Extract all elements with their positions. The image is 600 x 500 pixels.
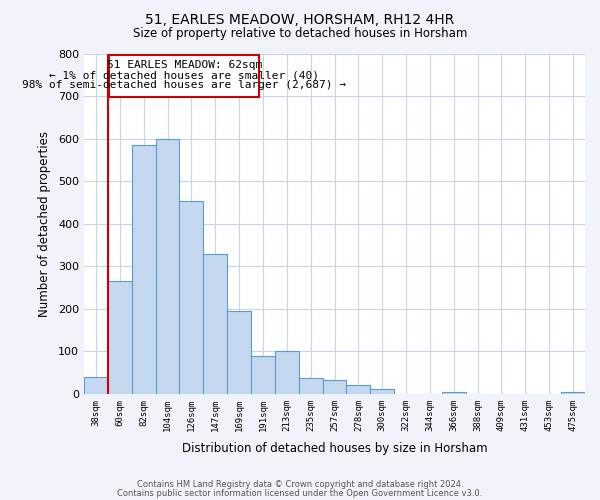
Bar — [370, 388, 394, 394]
X-axis label: Distribution of detached houses by size in Horsham: Distribution of detached houses by size … — [182, 442, 487, 455]
Bar — [251, 356, 275, 394]
Bar — [299, 378, 323, 394]
Bar — [227, 311, 251, 394]
Text: ← 1% of detached houses are smaller (40): ← 1% of detached houses are smaller (40) — [49, 70, 319, 80]
Text: 51 EARLES MEADOW: 62sqm: 51 EARLES MEADOW: 62sqm — [107, 60, 262, 70]
Bar — [179, 200, 203, 394]
Bar — [84, 377, 108, 394]
Text: Size of property relative to detached houses in Horsham: Size of property relative to detached ho… — [133, 28, 467, 40]
Text: Contains public sector information licensed under the Open Government Licence v3: Contains public sector information licen… — [118, 488, 482, 498]
Bar — [323, 380, 346, 394]
Y-axis label: Number of detached properties: Number of detached properties — [38, 131, 51, 317]
Bar — [203, 254, 227, 394]
Text: 98% of semi-detached houses are larger (2,687) →: 98% of semi-detached houses are larger (… — [22, 80, 346, 90]
Bar — [442, 392, 466, 394]
Bar — [108, 281, 132, 394]
Bar — [561, 392, 585, 394]
Bar — [346, 386, 370, 394]
Bar — [155, 139, 179, 394]
Text: 51, EARLES MEADOW, HORSHAM, RH12 4HR: 51, EARLES MEADOW, HORSHAM, RH12 4HR — [145, 12, 455, 26]
Bar — [132, 146, 155, 394]
Text: Contains HM Land Registry data © Crown copyright and database right 2024.: Contains HM Land Registry data © Crown c… — [137, 480, 463, 489]
FancyBboxPatch shape — [109, 55, 259, 98]
Bar — [275, 352, 299, 394]
